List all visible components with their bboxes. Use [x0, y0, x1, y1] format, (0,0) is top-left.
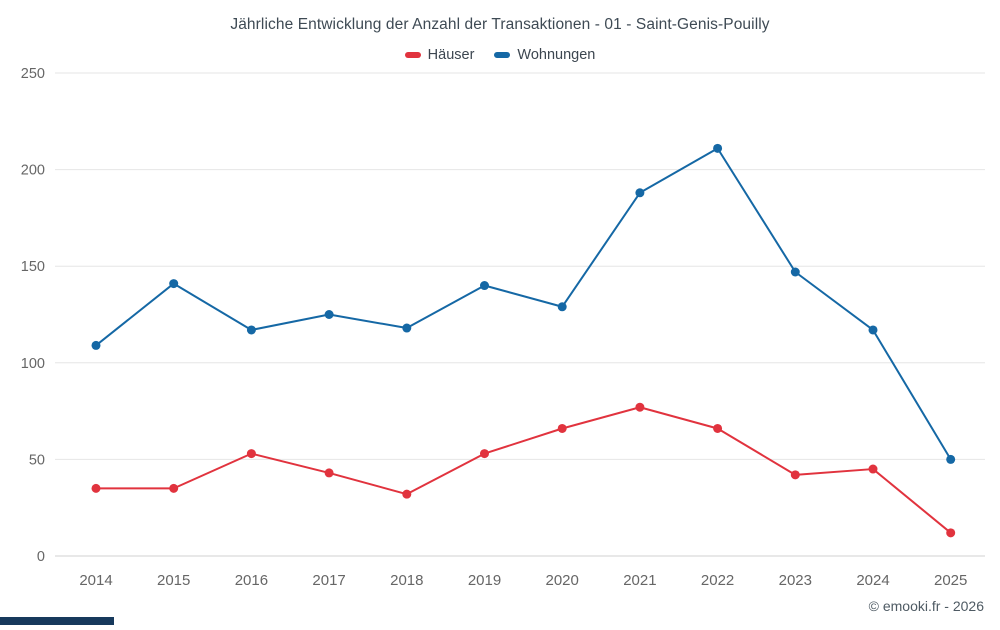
- data-point-wohnungen-2025[interactable]: [946, 454, 956, 464]
- data-point-häuser-2020[interactable]: [557, 423, 567, 433]
- data-point-wohnungen-2022[interactable]: [713, 143, 723, 153]
- legend-marker-haeuser: [404, 52, 421, 58]
- legend-label-haeuser: Häuser: [427, 47, 475, 63]
- data-point-wohnungen-2015[interactable]: [169, 279, 179, 289]
- data-point-wohnungen-2014[interactable]: [91, 340, 101, 350]
- data-point-wohnungen-2019[interactable]: [480, 281, 489, 291]
- bottom-left-bar: [0, 617, 114, 625]
- x-tick-label-2020: 2020: [546, 572, 579, 589]
- data-point-wohnungen-2017[interactable]: [324, 310, 334, 319]
- data-point-wohnungen-2024[interactable]: [868, 325, 878, 335]
- legend-marker-wohnungen: [494, 52, 511, 58]
- x-tick-label-2017: 2017: [312, 572, 345, 589]
- x-tick-label-2025: 2025: [934, 572, 967, 589]
- data-point-häuser-2015[interactable]: [169, 483, 179, 493]
- legend-item-haeuser[interactable]: Häuser: [404, 47, 475, 63]
- legend: Häuser Wohnungen: [0, 47, 1000, 63]
- data-point-häuser-2025[interactable]: [946, 528, 956, 538]
- data-point-häuser-2016[interactable]: [246, 449, 256, 459]
- data-point-wohnungen-2020[interactable]: [557, 302, 567, 312]
- x-tick-label-2022: 2022: [701, 572, 734, 589]
- data-point-häuser-2023[interactable]: [790, 470, 800, 480]
- y-tick-label-250: 250: [21, 66, 45, 82]
- x-tick-label-2014: 2014: [79, 572, 112, 589]
- data-point-wohnungen-2016[interactable]: [246, 325, 256, 335]
- data-point-wohnungen-2018[interactable]: [402, 323, 412, 333]
- x-tick-label-2019: 2019: [468, 572, 501, 589]
- data-point-wohnungen-2023[interactable]: [790, 267, 800, 277]
- series-line-häuser: [95, 406, 952, 534]
- x-tick-label-2018: 2018: [390, 572, 423, 589]
- data-point-häuser-2017[interactable]: [324, 468, 334, 478]
- y-tick-label-150: 150: [21, 259, 45, 275]
- copyright-text: © emooki.fr - 2026: [868, 598, 984, 614]
- y-tick-label-100: 100: [21, 356, 45, 372]
- data-point-häuser-2018[interactable]: [402, 489, 412, 499]
- y-tick-label-50: 50: [29, 452, 45, 468]
- data-point-häuser-2021[interactable]: [635, 402, 645, 412]
- x-tick-label-2015: 2015: [157, 572, 190, 589]
- y-tick-label-200: 200: [21, 163, 45, 179]
- x-tick-label-2016: 2016: [235, 572, 268, 589]
- legend-label-wohnungen: Wohnungen: [517, 47, 596, 63]
- x-tick-label-2021: 2021: [623, 572, 656, 589]
- series-line-wohnungen: [95, 147, 952, 461]
- data-point-häuser-2022[interactable]: [713, 423, 723, 433]
- data-point-häuser-2014[interactable]: [91, 483, 101, 493]
- y-tick-label-0: 0: [37, 549, 45, 565]
- data-point-häuser-2024[interactable]: [868, 464, 878, 474]
- data-point-häuser-2019[interactable]: [480, 449, 489, 459]
- x-tick-label-2023: 2023: [779, 572, 812, 589]
- legend-item-wohnungen[interactable]: Wohnungen: [494, 47, 595, 63]
- data-point-wohnungen-2021[interactable]: [635, 188, 645, 198]
- chart-title: Jährliche Entwicklung der Anzahl der Tra…: [230, 16, 770, 33]
- x-tick-label-2024: 2024: [856, 572, 889, 589]
